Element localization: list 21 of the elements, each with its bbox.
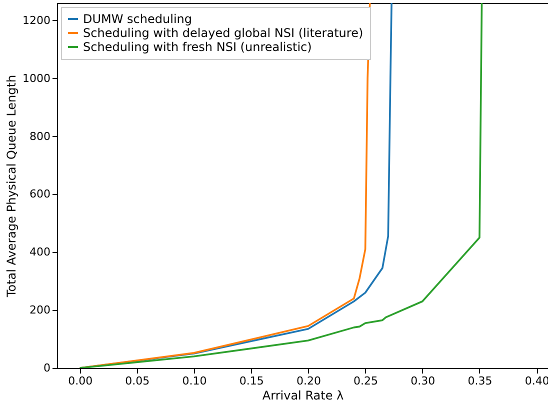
- legend-label: Scheduling with delayed global NSI (literature): [83, 26, 364, 40]
- x-tick-label: 0.05: [125, 374, 150, 388]
- y-tick-label: 1200: [22, 14, 50, 27]
- y-axis-title: Total Average Physical Queue Length: [4, 74, 19, 298]
- legend-label: Scheduling with fresh NSI (unrealistic): [83, 40, 312, 54]
- x-tick-label: 0.30: [410, 374, 436, 388]
- x-tick-label: 0.35: [468, 374, 492, 388]
- line-series: [78, 3, 483, 368]
- y-tick-label: 600: [30, 188, 50, 201]
- legend-label: DUMW scheduling: [83, 12, 192, 26]
- y-tick-label: 400: [30, 246, 50, 259]
- x-tick-label: 0.00: [68, 374, 93, 388]
- x-axis-title: Arrival Rate λ: [262, 388, 344, 402]
- y-tick-label: 800: [30, 130, 50, 143]
- y-tick-label: 0: [44, 362, 50, 374]
- x-tick-label: 0.20: [296, 374, 321, 388]
- x-tick-label: 0.25: [354, 374, 378, 388]
- y-tick-label: 200: [30, 304, 50, 317]
- y-tick-label: 1000: [22, 72, 50, 85]
- x-tick-label: 0.15: [239, 374, 264, 388]
- x-tick-label: 0.10: [182, 374, 207, 388]
